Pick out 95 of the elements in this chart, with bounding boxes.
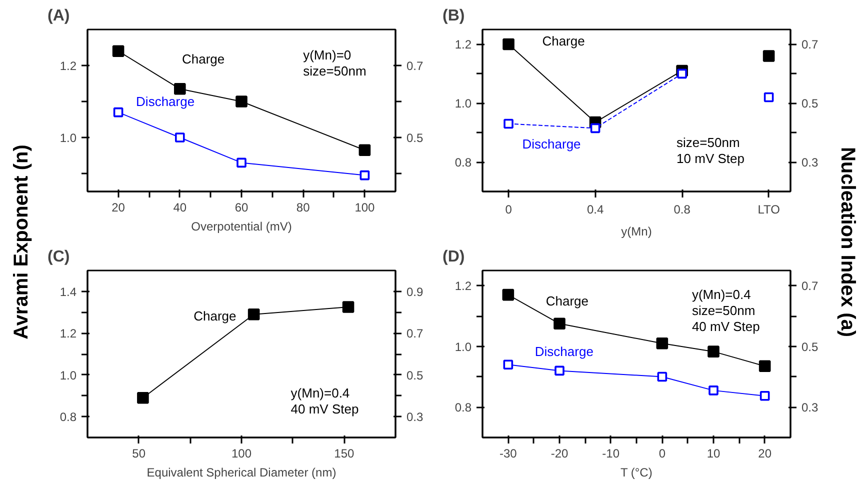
- y2-tick-label: 0.7: [802, 38, 819, 52]
- point: [764, 92, 774, 102]
- y2-tick-label: 0.3: [802, 156, 819, 170]
- y-tick-label: 1.2: [454, 279, 472, 294]
- x-tick-label: -20: [550, 446, 568, 460]
- point: [175, 132, 185, 142]
- x-axis-title: y(Mn): [621, 224, 652, 238]
- x-tick-label: -30: [499, 446, 518, 460]
- x-tick-label: 0: [505, 202, 512, 216]
- y-tick-label: 1.2: [60, 326, 77, 341]
- y-tick-label: 0.8: [60, 410, 77, 424]
- point: [758, 360, 771, 372]
- x-axis-title: Equivalent Spherical Diameter (nm): [146, 466, 336, 480]
- point: [708, 346, 720, 358]
- x-tick-label: 40: [173, 200, 187, 214]
- x-tick-label: 150: [334, 446, 355, 460]
- point: [360, 170, 370, 180]
- x-tick-label: 60: [234, 200, 248, 214]
- point: [677, 68, 687, 79]
- x-tick-label: -10: [602, 446, 620, 460]
- y-tick-label: 0.8: [454, 156, 472, 170]
- point: [113, 107, 124, 118]
- series-label: Discharge: [522, 136, 581, 152]
- point: [502, 38, 514, 50]
- series-label: Charge: [542, 34, 585, 49]
- annotation: y(Mn)=0: [303, 47, 352, 62]
- y-tick-label: 0.8: [454, 400, 472, 415]
- point: [762, 50, 775, 62]
- y-tick-label: 1.0: [60, 131, 77, 145]
- point: [504, 118, 514, 129]
- x-tick-label: 80: [296, 200, 310, 214]
- point: [248, 308, 260, 320]
- series-label: Discharge: [534, 344, 594, 360]
- annotation: size=50nm: [303, 63, 366, 78]
- series-label: Discharge: [136, 94, 195, 109]
- x-tick-label: 100: [354, 200, 376, 214]
- x-tick-label: 20: [758, 446, 772, 460]
- chart-title: (D): [442, 248, 465, 266]
- y-tick-label: 1.0: [454, 340, 472, 354]
- chart-title: (C): [48, 248, 70, 266]
- y2-tick-label: 0.7: [802, 279, 819, 294]
- annotation: size=50nm: [692, 303, 756, 318]
- point: [342, 301, 354, 313]
- point: [174, 83, 186, 95]
- point: [554, 366, 564, 376]
- y2-tick-label: 0.9: [406, 284, 424, 299]
- point: [236, 158, 246, 168]
- y2-tick-label: 0.5: [802, 96, 819, 111]
- x-axis-title: Overpotential (mV): [191, 220, 292, 234]
- point: [137, 392, 149, 404]
- annotation: y(Mn)=0.4: [290, 386, 350, 401]
- x-tick-label: LTO: [758, 202, 780, 216]
- x-tick-label: 0.4: [586, 202, 604, 216]
- point: [760, 391, 770, 401]
- y2-axis-title: Nucleation Index (a): [836, 146, 858, 338]
- x-tick-label: 0: [658, 446, 666, 460]
- x-tick-label: 50: [132, 446, 146, 460]
- x-tick-label: 20: [112, 200, 126, 214]
- annotation: size=50nm: [676, 134, 740, 150]
- x-axis-title: T (°C): [620, 466, 652, 480]
- y2-tick-label: 0.5: [802, 340, 819, 354]
- y2-tick-label: 0.3: [406, 410, 424, 424]
- point: [503, 360, 514, 370]
- y-tick-label: 1.0: [454, 96, 472, 111]
- x-tick-label: 0.8: [674, 202, 691, 216]
- point: [554, 318, 566, 330]
- point: [708, 386, 718, 396]
- y-tick-label: 1.4: [60, 284, 77, 299]
- point: [657, 372, 668, 382]
- point: [656, 337, 668, 350]
- y2-tick-label: 0.5: [406, 368, 424, 382]
- annotation: 10 mV Step: [676, 150, 744, 166]
- y2-tick-label: 0.5: [406, 131, 424, 145]
- point: [502, 288, 514, 301]
- annotation: 40 mV Step: [290, 402, 359, 417]
- y-tick-label: 1.0: [60, 368, 77, 382]
- point: [590, 123, 600, 134]
- x-tick-label: 100: [231, 446, 252, 460]
- point: [112, 45, 124, 57]
- y2-tick-label: 0.7: [406, 59, 424, 73]
- series-label: Charge: [546, 293, 588, 308]
- x-tick-label: 10: [706, 446, 720, 460]
- y2-tick-label: 0.7: [406, 326, 424, 341]
- annotation: 40 mV Step: [692, 319, 760, 334]
- y2-tick-label: 0.3: [802, 400, 819, 415]
- y-tick-label: 1.2: [60, 59, 77, 73]
- chart-title: (B): [442, 8, 465, 24]
- y-tick-label: 1.2: [454, 38, 472, 52]
- point: [358, 144, 371, 156]
- point: [236, 96, 248, 108]
- y-axis-title: Avrami Exponent (n): [10, 144, 32, 340]
- annotation: y(Mn)=0.4: [692, 287, 751, 302]
- series-label: Charge: [194, 308, 236, 324]
- chart-title: (A): [48, 8, 70, 24]
- series-label: Charge: [182, 52, 225, 67]
